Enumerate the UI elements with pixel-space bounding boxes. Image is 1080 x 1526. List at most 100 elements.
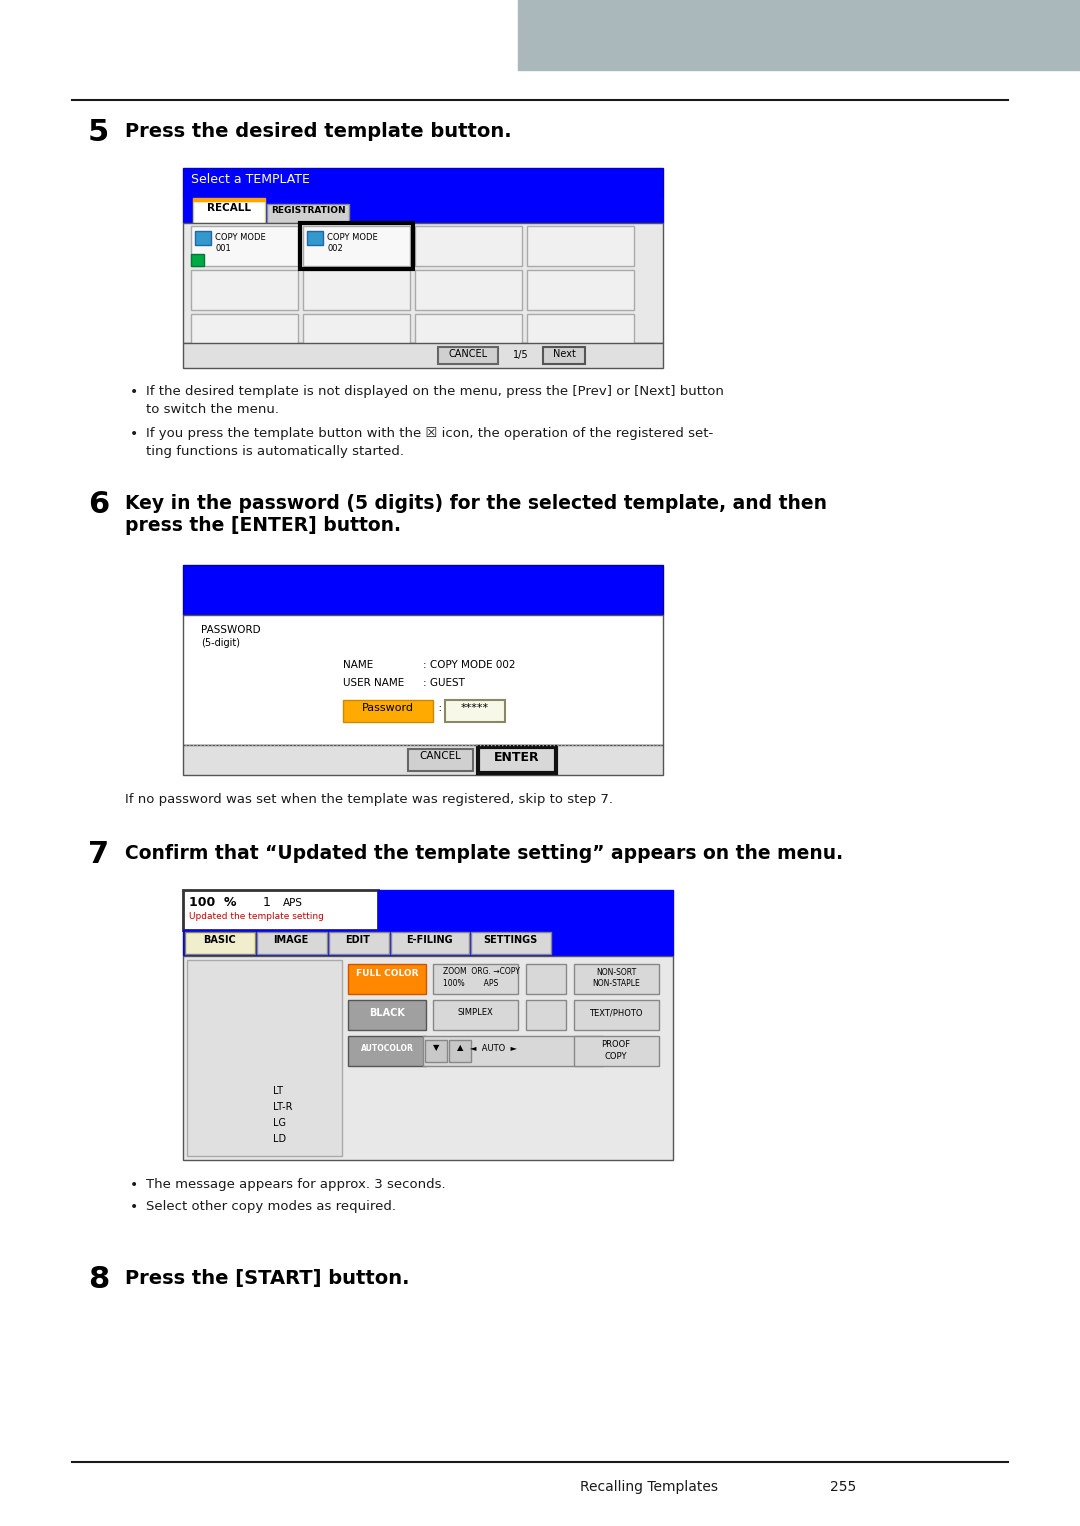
Text: (5-digit): (5-digit) xyxy=(201,638,240,649)
Text: PROOF: PROOF xyxy=(602,1041,631,1048)
Text: Select other copy modes as required.: Select other copy modes as required. xyxy=(146,1199,396,1213)
Text: Key in the password (5 digits) for the selected template, and then: Key in the password (5 digits) for the s… xyxy=(125,494,827,513)
Text: BLACK: BLACK xyxy=(369,1009,405,1018)
Bar xyxy=(183,929,673,955)
Text: •: • xyxy=(130,427,138,441)
Text: SIMPLEX: SIMPLEX xyxy=(457,1009,492,1016)
Bar xyxy=(183,223,663,343)
Bar xyxy=(415,226,522,266)
Bar xyxy=(348,1000,426,1030)
Bar xyxy=(527,270,634,310)
Text: :: : xyxy=(435,703,446,713)
Bar xyxy=(573,1000,659,1030)
Text: NON-STAPLE: NON-STAPLE xyxy=(592,980,639,987)
Bar xyxy=(300,223,413,269)
Bar xyxy=(408,749,473,771)
Text: 6: 6 xyxy=(87,490,109,519)
Text: 255: 255 xyxy=(831,1480,856,1494)
Bar xyxy=(183,890,378,929)
Text: SETTINGS: SETTINGS xyxy=(483,935,537,945)
Bar xyxy=(183,198,663,223)
Text: USER NAME: USER NAME xyxy=(343,678,404,688)
Bar xyxy=(445,700,505,722)
Text: to switch the menu.: to switch the menu. xyxy=(146,403,279,417)
Text: If the desired template is not displayed on the menu, press the [Prev] or [Next]: If the desired template is not displayed… xyxy=(146,385,724,398)
Text: EDIT: EDIT xyxy=(346,935,370,945)
Text: LT: LT xyxy=(273,1087,283,1096)
Text: COPY MODE: COPY MODE xyxy=(327,233,378,243)
Text: PASSWORD: PASSWORD xyxy=(201,626,260,635)
Text: 1/5: 1/5 xyxy=(513,349,528,360)
Bar xyxy=(329,932,389,954)
Text: Password: Password xyxy=(362,703,414,713)
Bar xyxy=(187,960,342,1157)
Text: APS: APS xyxy=(283,897,303,908)
Text: ZOOM  ORG. →COPY: ZOOM ORG. →COPY xyxy=(443,967,519,977)
Bar xyxy=(183,955,673,1160)
Bar xyxy=(183,168,663,198)
Text: ▼: ▼ xyxy=(433,1042,440,1051)
Bar xyxy=(573,1036,659,1067)
Text: •: • xyxy=(130,1178,138,1192)
Bar xyxy=(471,932,551,954)
Text: LT-R: LT-R xyxy=(273,1102,293,1112)
Bar xyxy=(449,1041,471,1062)
Bar xyxy=(526,964,566,993)
Text: FULL COLOR: FULL COLOR xyxy=(355,969,418,978)
Text: Select a TEMPLATE: Select a TEMPLATE xyxy=(191,172,310,186)
Text: 100%        APS: 100% APS xyxy=(443,980,498,987)
Text: *****: ***** xyxy=(461,703,489,713)
Text: 8: 8 xyxy=(87,1265,109,1294)
Bar xyxy=(527,314,634,354)
Text: : COPY MODE 002: : COPY MODE 002 xyxy=(423,661,515,670)
Text: E-FILING: E-FILING xyxy=(406,935,453,945)
Text: 7: 7 xyxy=(87,839,109,868)
Text: ting functions is automatically started.: ting functions is automatically started. xyxy=(146,446,404,458)
Bar xyxy=(193,201,265,223)
Text: RECALL: RECALL xyxy=(207,203,251,214)
Bar xyxy=(193,198,265,201)
Text: Press the [START] button.: Press the [START] button. xyxy=(125,1270,409,1288)
Text: Next: Next xyxy=(553,349,576,359)
Text: •: • xyxy=(130,385,138,398)
Text: Updated the template setting: Updated the template setting xyxy=(189,913,324,922)
Text: AUTOCOLOR: AUTOCOLOR xyxy=(361,1044,414,1053)
Text: COPY: COPY xyxy=(605,1051,627,1061)
Bar xyxy=(307,230,323,246)
Bar xyxy=(527,226,634,266)
Bar xyxy=(303,226,410,266)
Text: If you press the template button with the ☒ icon, the operation of the registere: If you press the template button with th… xyxy=(146,427,713,439)
Text: ◄  AUTO  ►: ◄ AUTO ► xyxy=(470,1044,516,1053)
Bar xyxy=(348,964,426,993)
Text: ENTER: ENTER xyxy=(495,751,540,765)
Bar xyxy=(257,932,327,954)
Text: LD: LD xyxy=(273,1134,286,1144)
Bar xyxy=(183,565,663,615)
Bar xyxy=(433,964,518,993)
Text: BASIC: BASIC xyxy=(203,935,235,945)
Bar xyxy=(183,745,663,775)
Bar xyxy=(415,314,522,354)
Bar xyxy=(183,343,663,368)
Text: Press the desired template button.: Press the desired template button. xyxy=(125,122,512,140)
Bar xyxy=(195,230,211,246)
Text: 1: 1 xyxy=(264,896,271,909)
Text: LG: LG xyxy=(273,1119,286,1128)
Text: COPY MODE: COPY MODE xyxy=(215,233,266,243)
Bar xyxy=(191,253,204,266)
Bar xyxy=(518,0,1080,70)
Text: press the [ENTER] button.: press the [ENTER] button. xyxy=(125,516,401,536)
Text: CANCEL: CANCEL xyxy=(448,349,487,359)
Bar xyxy=(426,1041,447,1062)
Text: ▲: ▲ xyxy=(457,1042,463,1051)
Bar xyxy=(415,270,522,310)
Bar xyxy=(423,1036,603,1067)
Text: IMAGE: IMAGE xyxy=(273,935,309,945)
Bar xyxy=(185,932,255,954)
Bar xyxy=(573,964,659,993)
Text: 001: 001 xyxy=(215,244,231,253)
Text: REGISTRATION: REGISTRATION xyxy=(271,206,346,215)
Text: 100  %: 100 % xyxy=(189,896,237,909)
Bar xyxy=(526,1000,566,1030)
Text: TEXT/PHOTO: TEXT/PHOTO xyxy=(590,1009,643,1016)
